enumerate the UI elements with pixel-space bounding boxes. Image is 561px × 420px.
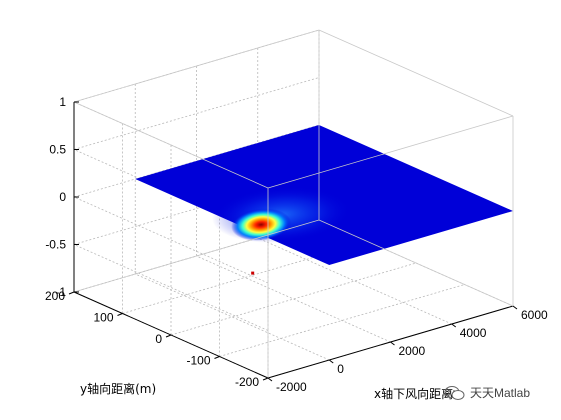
y-axis-title: y轴向距离(m) [80, 381, 156, 396]
grid-line [170, 262, 417, 336]
x-tick [451, 323, 457, 328]
surface [135, 125, 513, 275]
y-tick-label: 200 [45, 289, 65, 303]
y-tick [262, 377, 269, 381]
grid-line [257, 237, 452, 325]
y-tick-label: -200 [235, 375, 259, 389]
z-tick-label: 0.5 [49, 143, 66, 157]
z-tick-label: -0.5 [45, 238, 66, 252]
grid-line [73, 149, 269, 236]
grid-line [73, 244, 269, 331]
x-tick-label: 4000 [460, 326, 487, 340]
x-tick [390, 341, 395, 346]
box-edge [318, 29, 514, 117]
grid-line [135, 273, 330, 361]
box-edge [73, 29, 320, 103]
x-tick-label: 2000 [399, 344, 426, 358]
grid-line [73, 77, 320, 150]
tick-labels: -2000 0 2000 4000 6000 -200 -100 0 100 200-1 -0.5 0… [45, 95, 548, 394]
y-tick [117, 313, 123, 316]
x-tick-label: -2000 [276, 380, 307, 394]
box-edge [267, 115, 514, 189]
x-tick-label: 0 [337, 362, 344, 376]
z-tick-label: 0 [59, 190, 66, 204]
y-tick-label: 0 [155, 332, 162, 346]
y-tick [68, 291, 75, 295]
x-tick-label: 6000 [521, 308, 548, 322]
grid-line [73, 124, 320, 198]
source-marker [251, 271, 255, 275]
y-tick-label: -100 [186, 354, 210, 368]
watermark-text: 天天Matlab [470, 386, 530, 400]
watermark: 天天Matlab [444, 386, 530, 400]
y-tick [214, 356, 220, 359]
box-edge [318, 219, 514, 307]
box-edge [73, 101, 269, 189]
x-tick [267, 377, 273, 382]
x-tick [512, 305, 518, 310]
grid-line [73, 196, 269, 284]
grid-line [219, 284, 465, 357]
box-edge [73, 219, 320, 293]
z-tick-label: -1 [55, 285, 66, 299]
y-tick-label: 100 [93, 311, 113, 325]
z-tick-label: 1 [59, 95, 66, 109]
y-tick [165, 334, 172, 338]
x-axis-title: x轴下风向距离 [374, 386, 453, 401]
grid-line [196, 255, 391, 343]
axis-labels: y轴向距离(m) x轴下风向距离 [80, 381, 453, 401]
wechat-icon [444, 386, 465, 400]
x-tick [328, 359, 334, 364]
